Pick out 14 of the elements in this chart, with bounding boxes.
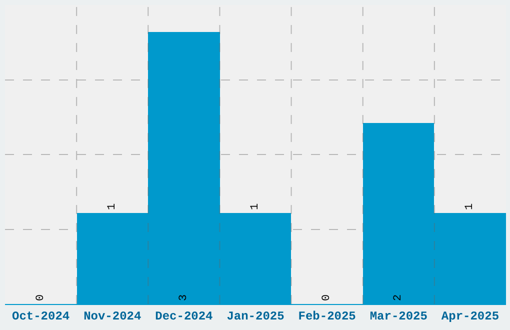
- x-tick-label: Jan-2025: [226, 309, 284, 324]
- x-tick-label: Mar-2025: [370, 309, 428, 324]
- x-tick-label: Feb-2025: [298, 309, 356, 324]
- x-tick-label: Oct-2024: [12, 309, 70, 324]
- data-label: 1: [464, 203, 476, 210]
- x-tick-label: Nov-2024: [84, 309, 142, 324]
- data-label: 0: [321, 294, 333, 301]
- data-label: 1: [106, 203, 118, 210]
- data-label: 3: [178, 294, 190, 301]
- x-tick-label: Dec-2024: [155, 309, 213, 324]
- data-label: 0: [35, 294, 47, 301]
- data-label: 2: [392, 294, 404, 301]
- x-tick-label: Apr-2025: [441, 309, 500, 324]
- data-label: 1: [250, 203, 262, 210]
